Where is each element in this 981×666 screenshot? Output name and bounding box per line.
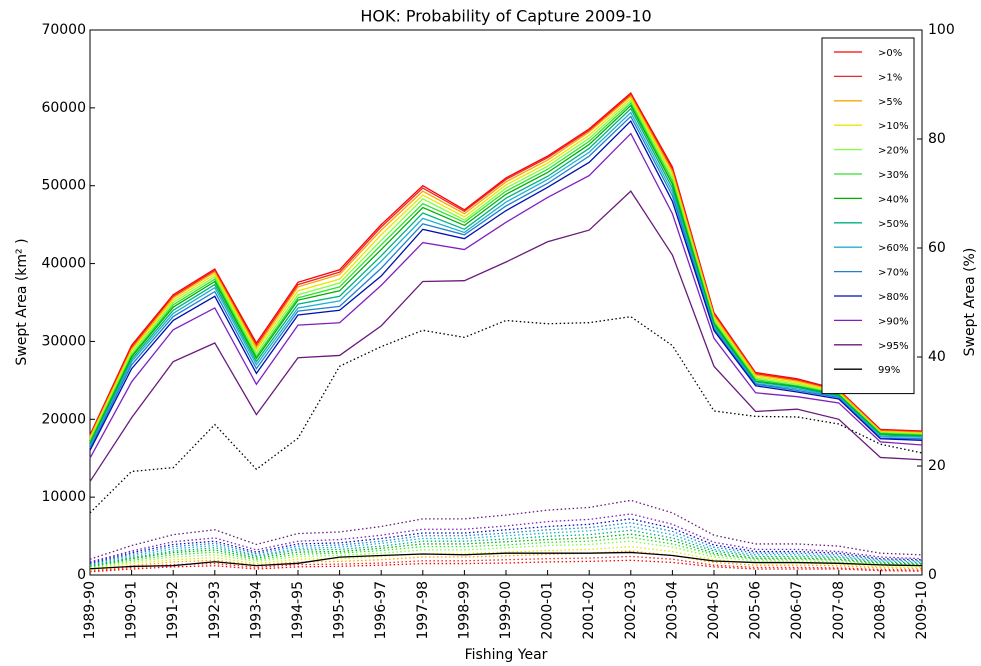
- series-line: [89, 132, 923, 459]
- x-tick-label: 1990-91: [124, 581, 140, 640]
- y2-tick-label: 60: [928, 240, 946, 256]
- legend-label: >50%: [878, 219, 909, 230]
- x-tick-label: 1994-95: [290, 581, 306, 640]
- y-tick-label: 70000: [41, 22, 86, 38]
- x-axis-label: Fishing Year: [465, 647, 548, 663]
- legend: >0% >1% >5% >10% >20% >30% >40% >50% >60% >70% >80…: [821, 37, 915, 395]
- dotted-line: [89, 529, 923, 567]
- series-line: [89, 93, 923, 437]
- y-tick-label: 60000: [41, 100, 86, 116]
- y2-tick-label: 40: [928, 349, 946, 365]
- legend-label: >5%: [878, 97, 902, 108]
- dotted-line: [89, 499, 923, 560]
- series-line: [89, 99, 923, 441]
- x-tick-label: 1996-97: [373, 581, 389, 640]
- series-line: [89, 104, 923, 444]
- y-tick-label: 40000: [41, 256, 86, 272]
- legend-label: >0%: [878, 48, 902, 59]
- legend-label: >10%: [878, 121, 909, 132]
- x-tick-label: 1989-90: [82, 581, 98, 640]
- y-tick-label: 10000: [41, 489, 86, 505]
- x-tick-label: 1999-00: [498, 581, 514, 640]
- y2-tick-label: 100: [928, 22, 955, 38]
- dotted-line: [89, 533, 923, 567]
- legend-label: >95%: [878, 341, 909, 352]
- series-line: [89, 551, 923, 570]
- legend-label: >30%: [878, 170, 909, 181]
- y-tick-label: 20000: [41, 411, 86, 427]
- y-axis-label: Swept Area (km² ): [14, 238, 30, 365]
- x-tick-label: 1998-99: [456, 581, 472, 640]
- x-tick-label: 2001-02: [581, 581, 597, 640]
- x-tick-label: 1991-92: [165, 581, 181, 640]
- legend-label: >20%: [878, 146, 909, 157]
- x-tick-label: 2009-10: [914, 581, 930, 640]
- legend-label: >80%: [878, 292, 909, 303]
- series-line: [89, 102, 923, 443]
- x-tick-label: 1992-93: [207, 581, 223, 640]
- y2-axis-label: Swept Area (%): [962, 248, 978, 357]
- legend-label: >40%: [878, 194, 909, 205]
- x-tick-label: 2003-04: [664, 581, 680, 640]
- x-tick-label: 2002-03: [623, 581, 639, 640]
- legend-box: [821, 37, 915, 395]
- x-tick-label: 1995-96: [332, 581, 348, 640]
- dotted-line: [89, 555, 923, 572]
- dotted-line: [89, 315, 923, 514]
- y2-tick-label: 20: [928, 458, 946, 474]
- x-tick-label: 1993-94: [248, 581, 264, 640]
- legend-label: >60%: [878, 243, 909, 254]
- legend-label: >70%: [878, 268, 909, 279]
- x-tick-label: 2007-08: [831, 581, 847, 640]
- legend-label: >1%: [878, 72, 902, 83]
- dotted-line: [89, 513, 923, 563]
- x-tick-label: 2005-06: [748, 581, 764, 640]
- series-line: [89, 190, 923, 482]
- x-tick-label: 2004-05: [706, 581, 722, 640]
- y-tick-label: 30000: [41, 333, 86, 349]
- series-line: [89, 92, 923, 436]
- dotted-line: [89, 550, 923, 571]
- y-tick-label: 0: [77, 567, 86, 583]
- x-tick-label: 2008-09: [872, 581, 888, 640]
- series-line: [89, 95, 923, 438]
- legend-label: 99%: [878, 365, 900, 376]
- series-line: [89, 111, 923, 447]
- dotted-line: [89, 522, 923, 565]
- dotted-line: [89, 559, 923, 573]
- series-line: [89, 107, 923, 446]
- y2-tick-label: 80: [928, 131, 946, 147]
- series-line: [89, 115, 923, 449]
- series-line: [89, 120, 923, 451]
- legend-label: >90%: [878, 316, 909, 327]
- x-tick-label: 2006-07: [789, 581, 805, 640]
- x-tick-label: 2000-01: [540, 581, 556, 640]
- dotted-line: [89, 525, 923, 566]
- series-line: [89, 97, 923, 440]
- y2-tick-label: 0: [928, 567, 937, 583]
- plot-frame: [89, 29, 923, 576]
- dotted-line: [89, 540, 923, 569]
- y-tick-label: 50000: [41, 178, 86, 194]
- chart-title: HOK: Probability of Capture 2009-10: [360, 7, 651, 26]
- dotted-line: [89, 518, 923, 564]
- x-tick-label: 1997-98: [415, 581, 431, 640]
